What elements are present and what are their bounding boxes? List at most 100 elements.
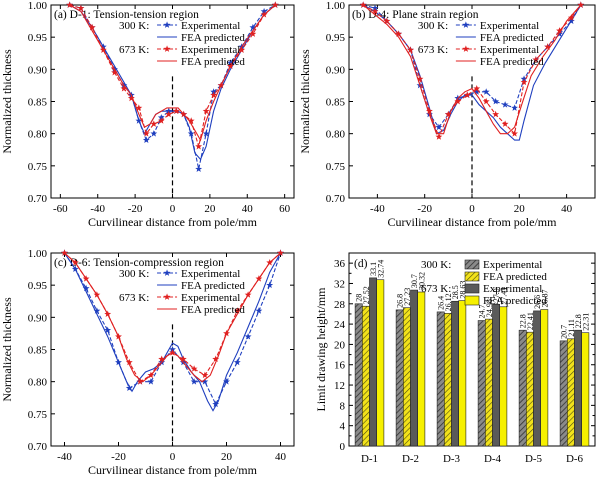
bar-D-5-3: [540, 309, 549, 447]
bar-D-4-3: [499, 306, 508, 447]
line-panel-2: -40 -20 0 20 40 0.70 0.75 0.80 0.85 0.90 0.95 1.00 C…: [298, 0, 596, 229]
y-tick-label: 4: [340, 421, 346, 433]
data-point-star: [395, 30, 403, 37]
data-point-star: [233, 358, 241, 366]
legend-entry-label: FEA predicted: [181, 32, 245, 44]
x-tick-label: 0: [170, 451, 176, 463]
data-point-star: [577, 1, 585, 8]
x-tick-label: -20: [128, 203, 143, 215]
bar-value-label: 27.52: [362, 286, 371, 304]
data-point-star: [266, 281, 274, 289]
data-point-star: [135, 104, 143, 111]
x-tick-label: -40: [90, 203, 105, 215]
data-point-star: [77, 4, 85, 12]
y-axis-label: Limit drawing height/mm: [314, 287, 328, 412]
data-point-star: [444, 110, 452, 118]
data-point-star: [125, 358, 133, 366]
legend-group-label: 673 K:: [418, 44, 448, 56]
y-axis-label: Normalized thickness: [0, 297, 14, 402]
category-label: D-4: [484, 453, 502, 465]
data-point-star: [501, 120, 509, 127]
legend-entry-label: FEA predicted: [480, 56, 544, 68]
data-point-star: [249, 30, 257, 37]
y-tick-label: 0.80: [28, 377, 48, 389]
data-point-star: [482, 97, 490, 105]
legend-star-marker: [462, 45, 470, 52]
bar-value-label: 22.41: [526, 312, 535, 330]
y-tick-label: 0.95: [326, 32, 346, 44]
plot-frame: [348, 252, 596, 447]
bar-D-3-3: [458, 300, 467, 447]
y-tick-label: 0.90: [28, 64, 48, 76]
bar-D-3-1: [443, 313, 452, 447]
x-tick-label: 40: [275, 451, 287, 463]
y-tick-label: 0.95: [28, 280, 48, 292]
bar-value-label: 26.4: [437, 296, 446, 310]
bar-value-label: 22.8: [519, 314, 528, 328]
y-tick-label: 0.80: [28, 129, 48, 141]
y-tick-label: 1.00: [326, 0, 346, 12]
bar-value-label: 26.12: [444, 293, 453, 311]
line-panel-1: -60 -40 -20 0 20 40 60 0.70 0.75 0.80 0.85 0.90 0.95…: [0, 0, 295, 229]
legend-star-marker: [163, 45, 171, 52]
data-point-star: [492, 97, 500, 105]
data-point-star: [195, 165, 203, 172]
y-tick-label: 0.85: [28, 97, 48, 109]
legend-star-marker: [462, 21, 470, 28]
legend-star-marker: [163, 21, 171, 28]
series-line-673K-fea: [362, 4, 582, 135]
x-axis-label: Curvilinear distance from pole/mm: [388, 215, 558, 229]
data-point-star: [147, 378, 155, 385]
data-point-star: [142, 136, 150, 144]
data-point-star: [271, 1, 279, 8]
bar-D-4-1: [484, 318, 493, 447]
y-tick-label: 0.70: [28, 193, 48, 205]
bar-D-1-2: [369, 277, 377, 447]
series-line-673K-fea: [64, 252, 281, 383]
bar-D-6-0: [559, 340, 568, 447]
category-label: D-3: [443, 453, 461, 465]
data-point-star: [165, 110, 173, 118]
data-point-star: [187, 117, 195, 124]
bar-D-4-0: [477, 320, 486, 447]
y-tick-label: 12: [334, 380, 345, 392]
data-point-star: [473, 85, 481, 92]
data-point-star: [120, 85, 128, 92]
data-point-star: [201, 371, 209, 379]
x-tick-label: 0: [469, 203, 475, 215]
bar-D-6-1: [566, 338, 575, 447]
x-tick-label: 40: [242, 203, 254, 215]
legend-entry-label: FEA predicted: [181, 304, 245, 316]
legend-entry-label: Experimental: [483, 259, 542, 271]
category-label: D-1: [361, 453, 378, 465]
x-tick-label: -20: [111, 451, 126, 463]
data-point-star: [125, 384, 133, 392]
bar-D-2-1: [402, 307, 411, 447]
bar-D-2-3: [417, 291, 426, 447]
data-point-star: [435, 133, 443, 140]
data-point-star: [127, 94, 135, 102]
bar-value-label: 22.31: [581, 313, 590, 331]
data-point-star: [556, 27, 563, 34]
data-point-star: [179, 355, 187, 363]
bar-D-1-1: [361, 305, 370, 447]
data-point-star: [407, 46, 414, 53]
legend-entry-label: Experimental: [483, 283, 542, 295]
x-axis-label: Curvilinear distance from pole/mm: [88, 463, 258, 477]
legend-entry-label: Experimental: [181, 20, 240, 32]
series-line-673K-exp: [64, 252, 281, 383]
data-point-star: [238, 46, 246, 53]
data-point-star: [435, 123, 443, 131]
x-tick-label: 60: [279, 203, 291, 215]
category-label: D-2: [402, 453, 419, 465]
legend-entry-label: Experimental: [181, 44, 240, 56]
bar-D-6-2: [574, 329, 582, 447]
x-axis-label: Curvilinear distance from pole/mm: [88, 215, 258, 229]
legend-entry-label: Experimental: [480, 44, 539, 56]
data-point-star: [150, 120, 158, 127]
bar-D-1-0: [354, 303, 363, 447]
series-line-673K-exp: [362, 4, 582, 139]
